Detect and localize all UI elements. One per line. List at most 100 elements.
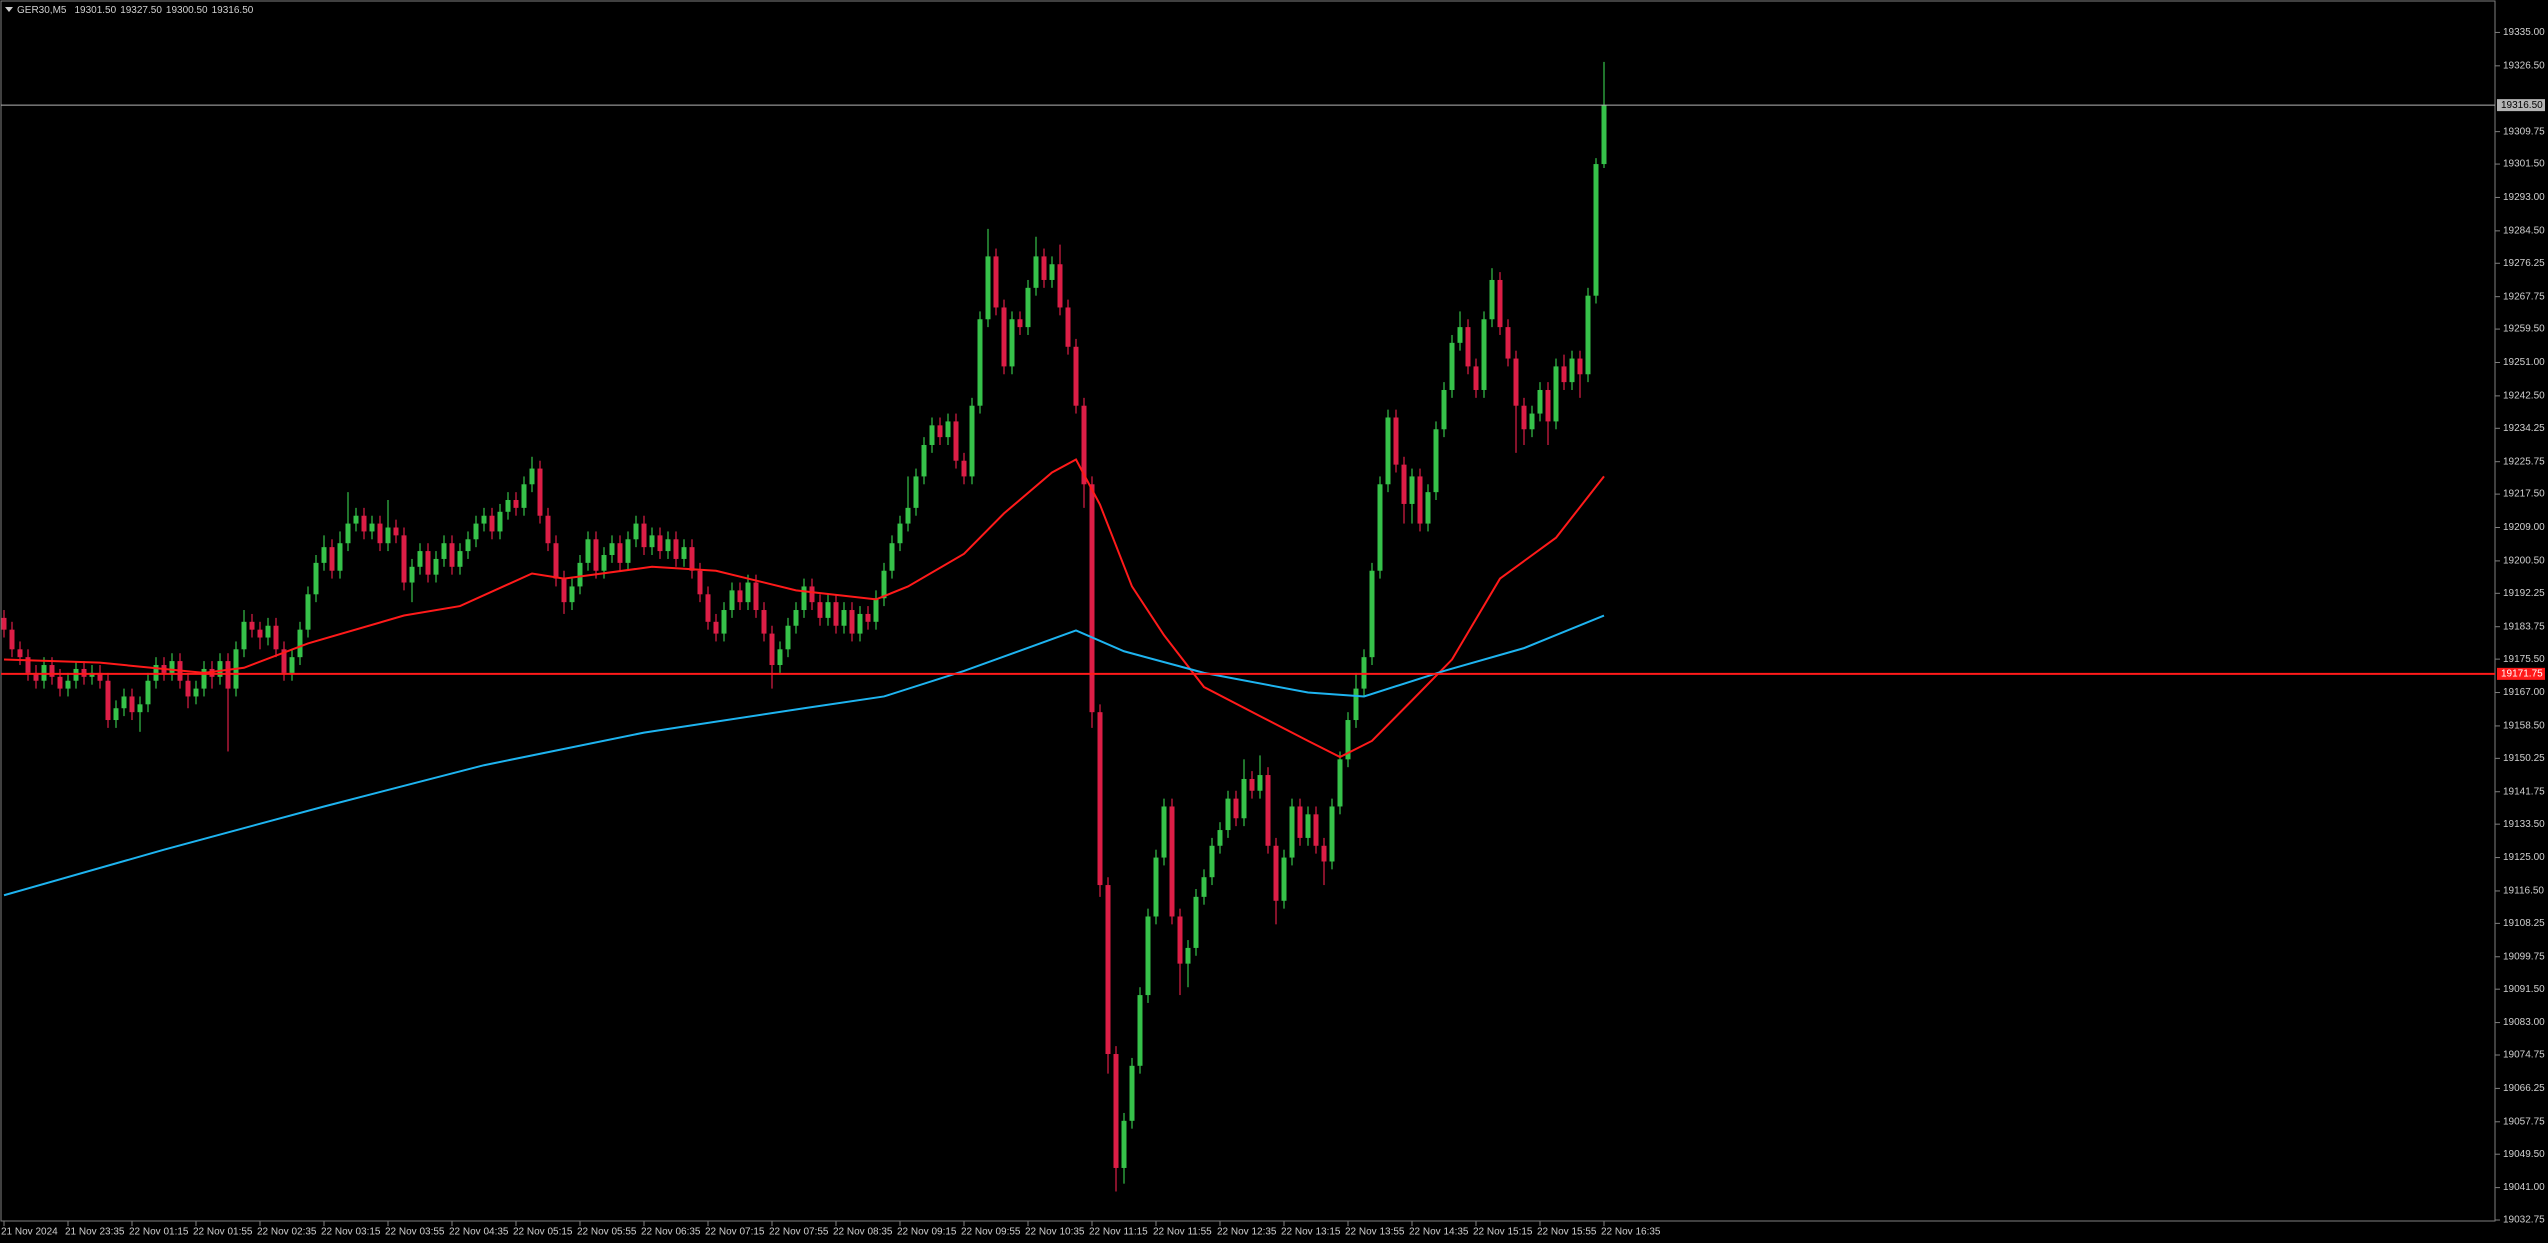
candle-body (753, 582, 759, 611)
candle-body (1153, 857, 1159, 917)
y-tick-label: 19284.50 (2503, 225, 2545, 236)
price-label-box (2497, 667, 2545, 680)
x-tick-label: 22 Nov 05:15 (513, 1227, 573, 1238)
candle-body (465, 539, 471, 552)
candle-body (1209, 845, 1215, 878)
x-tick-label: 22 Nov 08:35 (833, 1227, 893, 1238)
candle-body (305, 594, 311, 630)
candle-body (1425, 492, 1431, 524)
candle-body (649, 535, 655, 548)
candle-body (1273, 845, 1279, 901)
menu-arrow[interactable] (5, 7, 13, 12)
candle-body (1097, 712, 1103, 886)
y-tick-label: 19158.50 (2503, 721, 2545, 732)
y-tick-label: 19083.00 (2503, 1017, 2545, 1028)
y-tick-label: 19293.00 (2503, 192, 2545, 203)
candle-body (1017, 319, 1023, 328)
y-tick-label: 19125.00 (2503, 852, 2545, 863)
candle-body (449, 543, 455, 567)
candle-body (1241, 778, 1247, 819)
candle-body (641, 523, 647, 548)
y-tick-label: 19057.75 (2503, 1116, 2545, 1127)
candle-body (1033, 256, 1039, 288)
y-tick-label: 19108.25 (2503, 918, 2545, 929)
candle-body (681, 547, 687, 559)
candle-body (17, 649, 23, 658)
candle-body (929, 425, 935, 445)
candle-body (1553, 366, 1559, 422)
candle-body (721, 610, 727, 634)
x-tick-label: 22 Nov 09:55 (961, 1227, 1021, 1238)
candle-body (145, 680, 151, 705)
y-tick-label: 19242.50 (2503, 391, 2545, 402)
ohlc-low: 19300.50 (166, 5, 208, 16)
x-tick-label: 22 Nov 15:15 (1473, 1227, 1533, 1238)
chart-header: GER30,M5 19301.50 19327.50 19300.50 19316.50 (17, 5, 254, 16)
x-tick-label: 21 Nov 2024 (1, 1227, 58, 1238)
candle-body (409, 566, 415, 583)
candle-body (529, 468, 535, 485)
candle-body (1545, 389, 1551, 422)
candle-body (1417, 476, 1423, 524)
y-tick-label: 19209.00 (2503, 522, 2545, 533)
ohlc-open: 19301.50 (74, 5, 116, 16)
candle-body (1593, 164, 1599, 296)
candle-body (481, 515, 487, 524)
candle-body (561, 578, 567, 603)
candle-body (585, 539, 591, 563)
candle-body (865, 613, 871, 622)
candle-body (417, 551, 423, 567)
candle-body (441, 543, 447, 559)
y-tick-label: 19326.50 (2503, 60, 2545, 71)
candle-body (489, 515, 495, 532)
candle-body (217, 661, 223, 677)
candle-body (1441, 389, 1447, 430)
y-tick-label: 19267.75 (2503, 291, 2545, 302)
candle-body (129, 696, 135, 713)
y-tick-label: 19032.75 (2503, 1215, 2545, 1226)
candle-body (1305, 814, 1311, 838)
candle-body (1377, 484, 1383, 571)
candle-body (897, 523, 903, 544)
candle-body (1353, 688, 1359, 721)
candle-body (1073, 346, 1079, 406)
candle-body (1321, 845, 1327, 862)
candle-body (1521, 405, 1527, 430)
y-tick-label: 19074.75 (2503, 1050, 2545, 1061)
plot-frame (0, 0, 2496, 1222)
y-tick-label: 19200.50 (2503, 556, 2545, 567)
candle-body (433, 558, 439, 575)
candle-body (705, 594, 711, 622)
candle-body (1337, 759, 1343, 807)
candle-body (801, 586, 807, 611)
x-tick-label: 22 Nov 04:35 (449, 1227, 509, 1238)
candle-body (665, 539, 671, 552)
candle-body (49, 665, 55, 677)
y-tick-label: 19049.50 (2503, 1149, 2545, 1160)
candle-body (97, 672, 103, 681)
candle-body (697, 570, 703, 595)
candle-body (265, 625, 271, 638)
candle-body (625, 539, 631, 563)
candle-body (769, 633, 775, 666)
candle-body (873, 598, 879, 622)
candle-body (65, 680, 71, 689)
candle-body (1217, 830, 1223, 846)
y-tick-label: 19276.25 (2503, 258, 2545, 269)
candle-body (593, 539, 599, 571)
x-tick-label: 22 Nov 09:15 (897, 1227, 957, 1238)
candle-body (737, 590, 743, 603)
candle-body (393, 527, 399, 536)
candle-body (953, 421, 959, 461)
candle-body (457, 551, 463, 567)
candle-body (9, 629, 15, 650)
candle-body (609, 543, 615, 556)
candle-body (1385, 417, 1391, 485)
x-tick-label: 22 Nov 12:35 (1217, 1227, 1277, 1238)
candle-body (673, 539, 679, 559)
candle-body (1401, 464, 1407, 504)
candle-body (793, 610, 799, 626)
moving-average (3, 458, 1605, 759)
candle-body (537, 468, 543, 516)
candle-body (777, 649, 783, 666)
